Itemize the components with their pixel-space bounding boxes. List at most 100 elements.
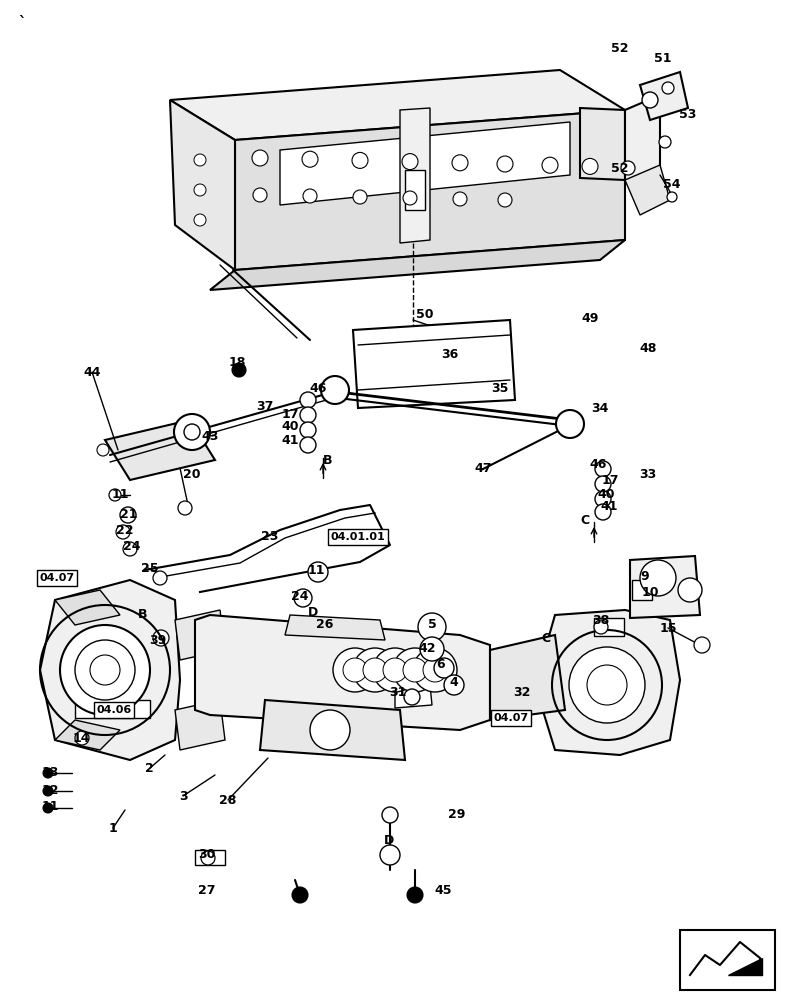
Circle shape (343, 658, 367, 682)
Text: 26: 26 (316, 618, 334, 632)
Text: 24: 24 (291, 590, 309, 603)
Text: 11: 11 (307, 564, 325, 576)
Circle shape (407, 887, 423, 903)
Text: 46: 46 (309, 381, 326, 394)
Text: 41: 41 (600, 500, 618, 514)
Circle shape (292, 887, 308, 903)
Circle shape (595, 491, 611, 507)
Circle shape (153, 571, 167, 585)
Circle shape (116, 525, 130, 539)
Circle shape (232, 363, 246, 377)
Polygon shape (175, 610, 225, 660)
Circle shape (556, 410, 584, 438)
Circle shape (123, 542, 137, 556)
Circle shape (352, 152, 368, 168)
Circle shape (252, 150, 268, 166)
Polygon shape (175, 700, 225, 750)
Bar (195, 850, 225, 865)
Text: 13: 13 (41, 766, 59, 778)
Circle shape (97, 444, 109, 456)
Circle shape (333, 648, 377, 692)
Circle shape (201, 851, 215, 865)
Polygon shape (285, 615, 385, 640)
Circle shape (595, 476, 611, 492)
Circle shape (413, 648, 457, 692)
Circle shape (587, 665, 627, 705)
Text: 32: 32 (513, 686, 531, 698)
Text: 43: 43 (201, 430, 219, 444)
Text: 20: 20 (183, 468, 200, 482)
Text: `: ` (18, 16, 26, 31)
Polygon shape (630, 556, 700, 618)
Circle shape (373, 648, 417, 692)
Circle shape (404, 689, 420, 705)
Text: 25: 25 (141, 562, 158, 574)
Polygon shape (395, 685, 432, 708)
Circle shape (667, 192, 677, 202)
Text: 42: 42 (419, 643, 436, 656)
Polygon shape (580, 108, 625, 180)
Circle shape (382, 807, 398, 823)
Circle shape (253, 188, 267, 202)
Polygon shape (55, 720, 120, 750)
Circle shape (662, 82, 674, 94)
Text: B: B (138, 608, 148, 621)
Text: 17: 17 (601, 474, 619, 487)
Polygon shape (535, 610, 680, 755)
Text: 37: 37 (256, 399, 274, 412)
Circle shape (60, 625, 150, 715)
Text: 4: 4 (449, 676, 458, 688)
Text: 46: 46 (589, 458, 607, 472)
Text: 12: 12 (41, 784, 59, 796)
Circle shape (303, 189, 317, 203)
Circle shape (383, 658, 407, 682)
Text: 6: 6 (436, 658, 445, 672)
Circle shape (294, 589, 312, 607)
Circle shape (497, 156, 513, 172)
Bar (680, 930, 775, 990)
Text: 45: 45 (434, 884, 452, 896)
Polygon shape (210, 240, 625, 290)
Text: 39: 39 (149, 634, 166, 647)
Polygon shape (280, 122, 570, 205)
Text: 29: 29 (448, 808, 465, 822)
Circle shape (444, 675, 464, 695)
Text: 30: 30 (198, 848, 216, 861)
Text: 36: 36 (441, 349, 459, 361)
Circle shape (194, 154, 206, 166)
Circle shape (642, 92, 658, 108)
Circle shape (300, 422, 316, 438)
Circle shape (75, 640, 135, 700)
Circle shape (659, 136, 671, 148)
Circle shape (393, 648, 437, 692)
Text: 44: 44 (83, 365, 101, 378)
Circle shape (363, 658, 387, 682)
Circle shape (420, 637, 444, 661)
Polygon shape (490, 635, 565, 720)
Circle shape (402, 154, 418, 170)
Circle shape (310, 710, 350, 750)
Text: 31: 31 (389, 686, 406, 698)
Text: 23: 23 (261, 530, 279, 544)
Circle shape (418, 613, 446, 641)
Circle shape (178, 501, 192, 515)
Text: 34: 34 (591, 401, 608, 414)
Text: 53: 53 (680, 108, 696, 121)
Text: 22: 22 (116, 524, 134, 536)
Circle shape (453, 192, 467, 206)
Text: 04.01.01: 04.01.01 (330, 532, 385, 542)
Text: 9: 9 (641, 570, 650, 582)
Text: 1: 1 (108, 822, 117, 834)
Text: 18: 18 (229, 356, 246, 368)
Text: 52: 52 (611, 161, 629, 174)
Polygon shape (55, 590, 120, 625)
Text: 40: 40 (597, 488, 615, 500)
Circle shape (184, 424, 200, 440)
Circle shape (120, 507, 136, 523)
Text: 5: 5 (427, 618, 436, 632)
Circle shape (582, 158, 598, 174)
Polygon shape (195, 615, 490, 730)
Bar (405, 170, 425, 210)
Polygon shape (400, 108, 430, 243)
Polygon shape (105, 420, 215, 480)
